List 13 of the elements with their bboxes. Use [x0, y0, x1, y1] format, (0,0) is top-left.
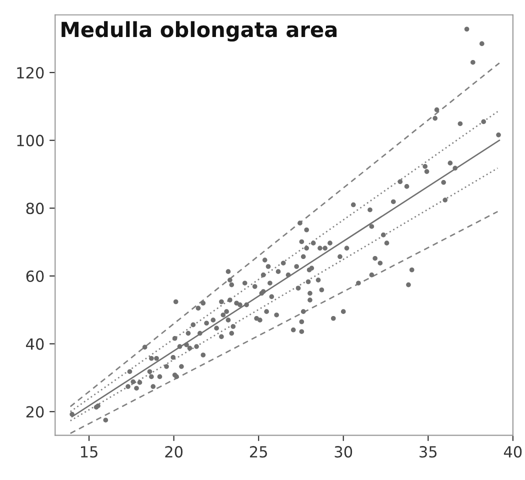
y-tick-label: 40: [26, 338, 44, 350]
y-tick-label: 80: [26, 202, 44, 214]
y-tick-label: 100: [17, 134, 44, 146]
x-tick-label: 20: [165, 446, 183, 458]
y-tick-label: 120: [17, 66, 44, 79]
y-tick-label: 60: [26, 270, 44, 282]
y-tick-label: 20: [26, 406, 44, 418]
chart-title: Medulla oblongata area: [62, 21, 337, 42]
x-tick-label: 35: [420, 446, 437, 458]
x-tick-label: 15: [80, 446, 98, 458]
x-tick-label: 30: [334, 446, 352, 458]
x-tick-label: 40: [504, 446, 522, 458]
x-tick-label: 25: [250, 446, 267, 458]
